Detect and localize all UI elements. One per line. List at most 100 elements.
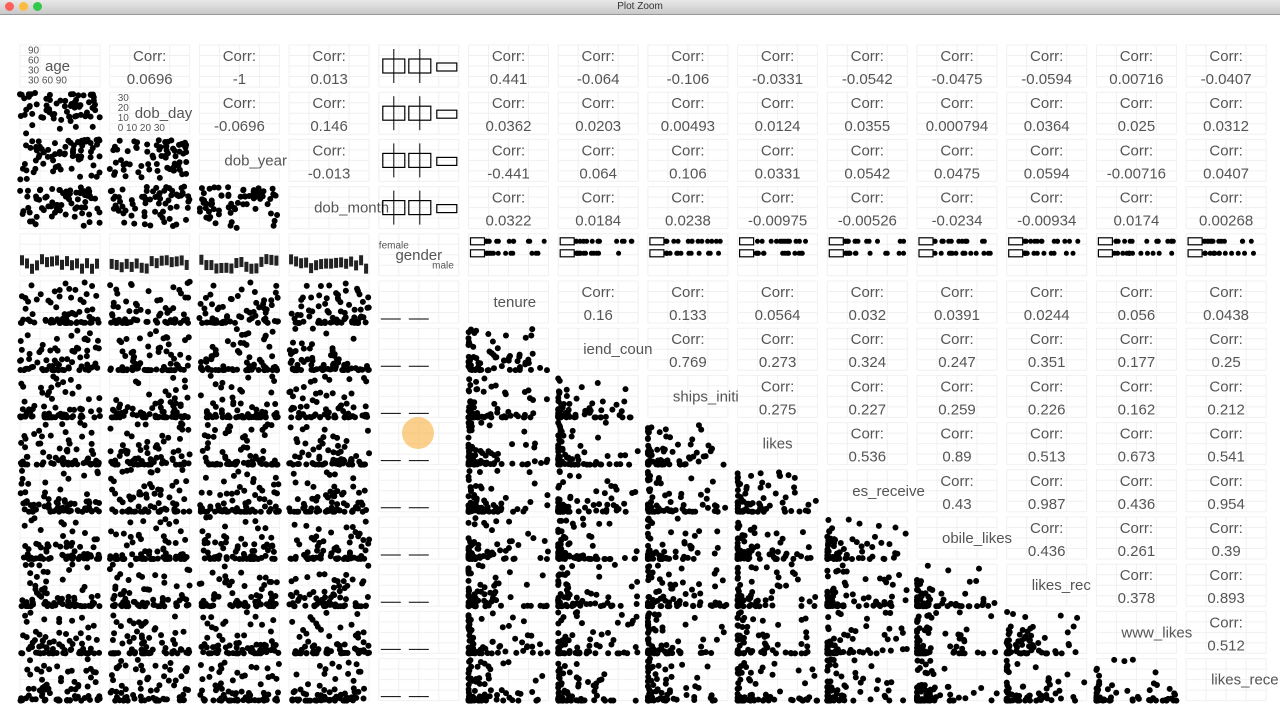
panel: [916, 327, 998, 371]
point: [238, 286, 245, 293]
point: [1207, 250, 1213, 256]
point: [170, 145, 177, 152]
histogram-bar: [239, 257, 244, 268]
panel: [1185, 374, 1267, 418]
point: [237, 400, 244, 407]
point: [110, 205, 117, 212]
histogram-bar: [214, 263, 219, 274]
point: [273, 508, 280, 515]
point: [267, 195, 274, 202]
point: [22, 365, 29, 372]
corr-value: -0.0542: [842, 71, 893, 88]
point: [206, 185, 213, 192]
point: [488, 485, 495, 492]
point: [939, 238, 945, 244]
point: [107, 365, 114, 372]
point: [759, 238, 765, 244]
point: [494, 409, 501, 416]
histogram-bar: [60, 259, 64, 270]
point: [573, 395, 580, 402]
point: [92, 498, 99, 505]
point: [85, 396, 92, 403]
point: [24, 187, 31, 194]
point: [349, 508, 356, 515]
panel: [647, 91, 729, 135]
panel: [468, 44, 549, 88]
point: [544, 456, 551, 463]
point: [94, 468, 101, 475]
point: [645, 442, 652, 449]
point: [179, 466, 186, 473]
point: [212, 220, 219, 227]
corr-value: 0.541: [1207, 449, 1245, 466]
point: [164, 309, 171, 316]
axis-tick-label: 60: [28, 56, 40, 67]
point: [667, 250, 673, 256]
point: [471, 329, 478, 336]
variable-label: likes_rec: [1032, 577, 1092, 594]
point: [136, 491, 143, 498]
point: [492, 382, 499, 389]
panel: [468, 280, 549, 324]
point: [323, 392, 330, 399]
panel: [1095, 186, 1177, 230]
corr-value: 0.025: [1118, 118, 1156, 135]
point: [223, 490, 230, 497]
histogram-bar: [85, 258, 89, 269]
point: [116, 137, 123, 144]
point: [753, 250, 759, 256]
point: [310, 483, 317, 490]
panel: [647, 44, 729, 88]
boxplot: [649, 249, 665, 258]
point: [842, 250, 848, 256]
point: [262, 461, 269, 468]
point: [84, 361, 91, 368]
point: [186, 451, 193, 458]
point: [107, 188, 114, 195]
point: [138, 174, 145, 181]
panel: [1095, 138, 1177, 182]
corr-value: 0.0322: [486, 213, 532, 230]
panel: [826, 422, 908, 466]
point: [229, 497, 236, 504]
zoom-button[interactable]: [33, 2, 42, 11]
corr-label: Corr:: [312, 142, 345, 159]
minimize-button[interactable]: [19, 2, 28, 11]
boxplot: [738, 249, 755, 258]
point: [334, 434, 341, 441]
corr-label: Corr:: [1209, 473, 1242, 490]
point: [210, 433, 217, 440]
corr-label: Corr:: [1209, 520, 1242, 537]
point: [90, 162, 97, 169]
histogram-bar: [274, 255, 279, 266]
point: [297, 403, 304, 410]
point: [292, 479, 299, 486]
histogram-bar: [95, 258, 99, 269]
histogram-bar: [159, 255, 164, 266]
point: [237, 193, 244, 200]
point: [335, 450, 342, 457]
point: [594, 380, 601, 387]
histogram-bar: [339, 257, 344, 268]
point: [66, 190, 73, 197]
point: [145, 308, 152, 315]
point: [124, 448, 131, 455]
point: [162, 305, 169, 312]
point: [346, 376, 353, 383]
close-button[interactable]: [5, 2, 14, 11]
point: [59, 421, 66, 428]
point: [644, 435, 651, 442]
corr-label: Corr:: [940, 284, 973, 301]
corr-label: Corr:: [1120, 473, 1153, 490]
point: [176, 286, 183, 293]
point: [322, 319, 329, 326]
point: [77, 111, 84, 118]
point: [555, 419, 562, 426]
point: [249, 461, 256, 468]
point: [705, 238, 711, 244]
point: [247, 279, 254, 286]
histogram-bar: [199, 254, 204, 265]
point: [35, 138, 42, 145]
point: [157, 486, 164, 493]
point: [82, 319, 89, 326]
